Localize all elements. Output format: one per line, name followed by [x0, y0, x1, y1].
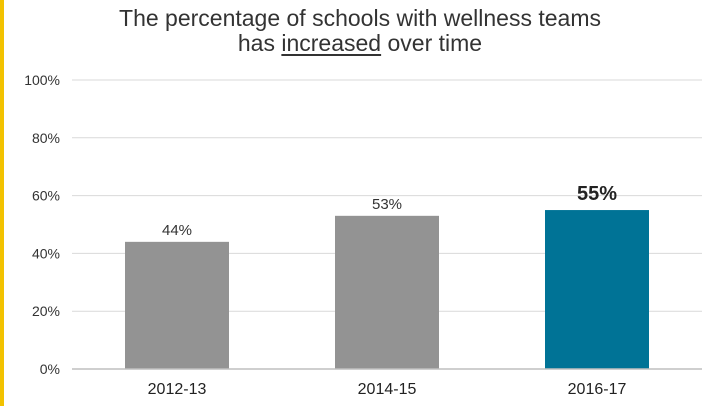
accent-stripe [0, 0, 4, 406]
chart-title-underlined-word: increased [281, 30, 382, 56]
x-tick-label: 2012-13 [148, 381, 207, 398]
y-tick-label: 0% [40, 361, 60, 377]
data-label: 44% [162, 222, 192, 239]
chart-title-line-2-pre: has [237, 30, 282, 56]
bar [545, 210, 649, 369]
chart-title: The percentage of schools with wellness … [60, 6, 660, 56]
data-label: 55% [577, 183, 617, 205]
x-tick-label: 2016-17 [568, 381, 627, 398]
y-tick-label: 40% [32, 245, 60, 261]
y-tick-label: 60% [32, 188, 60, 204]
chart-title-line-1: The percentage of schools with wellness … [119, 5, 601, 31]
x-tick-label: 2014-15 [358, 381, 417, 398]
chart-title-line-2: has increased over time [60, 31, 660, 56]
y-tick-label: 100% [24, 72, 60, 88]
bar [335, 215, 439, 369]
y-tick-label: 20% [32, 303, 60, 319]
data-label: 53% [372, 196, 402, 213]
chart-title-line-2-post: over time [381, 30, 483, 56]
y-tick-label: 80% [32, 130, 60, 146]
bar [125, 241, 229, 369]
